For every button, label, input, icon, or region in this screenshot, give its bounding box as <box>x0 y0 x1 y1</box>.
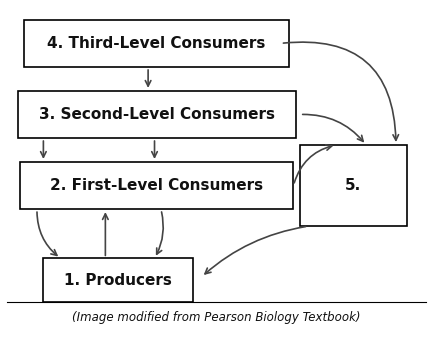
Bar <box>43 258 193 302</box>
Text: 4. Third-Level Consumers: 4. Third-Level Consumers <box>48 36 266 51</box>
Bar <box>300 145 407 226</box>
Text: (Image modified from Pearson Biology Textbook): (Image modified from Pearson Biology Tex… <box>72 311 361 324</box>
Bar <box>18 91 296 138</box>
Text: 3. Second-Level Consumers: 3. Second-Level Consumers <box>39 107 275 122</box>
Bar <box>20 162 294 209</box>
Bar <box>24 20 289 67</box>
Text: 5.: 5. <box>345 178 362 193</box>
Text: 1. Producers: 1. Producers <box>64 273 172 288</box>
Text: 2. First-Level Consumers: 2. First-Level Consumers <box>50 178 263 193</box>
